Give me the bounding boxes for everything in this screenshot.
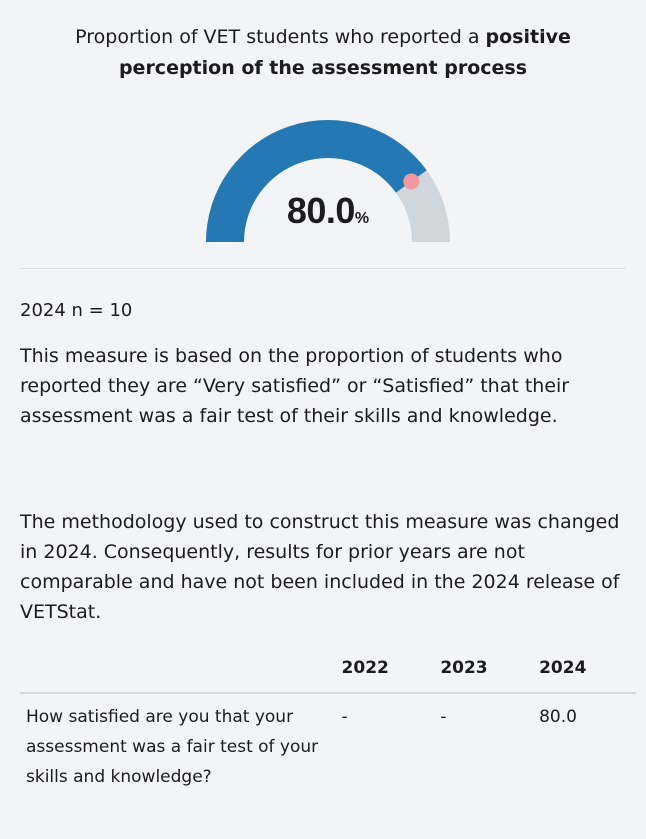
table-cell-2022: - (341, 707, 348, 727)
table-header-2023: 2023 (440, 652, 540, 694)
chart-title-prefix: Proportion of VET students who reported … (75, 26, 486, 48)
results-table: 2022 2023 2024 How satisfied are you tha… (20, 652, 636, 800)
table-header-row: 2022 2023 2024 (20, 652, 636, 694)
divider (20, 268, 626, 269)
gauge-value-number: 80.0 (286, 190, 356, 231)
gauge-value-unit: % (354, 210, 370, 227)
table-header-2024: 2024 (539, 652, 636, 694)
methodology-paragraph: The methodology used to construct this m… (20, 511, 620, 623)
table-header-2022: 2022 (341, 652, 441, 694)
chart-title-bold: positive perception of the assessment pr… (118, 26, 571, 79)
table-row: How satisfied are you that your assessme… (20, 693, 636, 800)
gauge-fill (206, 120, 427, 242)
gauge-marker (403, 173, 420, 190)
table-cell-2024: 80.0 (539, 707, 577, 727)
table-header-question (20, 652, 342, 694)
chart-title: Proportion of VET students who reported … (20, 22, 626, 84)
gauge-chart (206, 120, 450, 242)
table-cell-2023: - (440, 707, 447, 727)
sample-size: 2024 n = 10 (20, 300, 133, 321)
table-cell-question: How satisfied are you that your assessme… (26, 707, 319, 787)
gauge-value: 80.0% (203, 190, 453, 232)
description-paragraph: This measure is based on the proportion … (20, 345, 570, 427)
